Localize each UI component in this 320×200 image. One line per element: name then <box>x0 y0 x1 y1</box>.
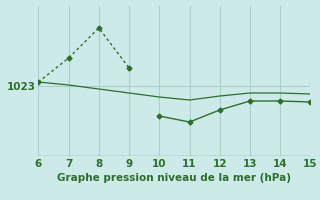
X-axis label: Graphe pression niveau de la mer (hPa): Graphe pression niveau de la mer (hPa) <box>57 173 292 183</box>
